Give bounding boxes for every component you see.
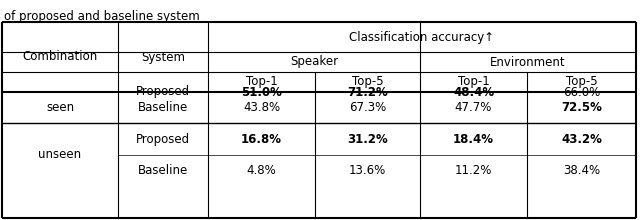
Text: 43.8%: 43.8% (243, 101, 280, 114)
Text: 31.2%: 31.2% (347, 133, 388, 146)
Text: Top-5: Top-5 (566, 75, 597, 88)
Text: 47.7%: 47.7% (455, 101, 492, 114)
Text: of proposed and baseline system: of proposed and baseline system (4, 10, 200, 23)
Text: Environment: Environment (490, 55, 566, 68)
Text: 16.8%: 16.8% (241, 133, 282, 146)
Text: Classification accuracy↑: Classification accuracy↑ (349, 31, 495, 44)
Text: System: System (141, 51, 185, 64)
Text: 51.0%: 51.0% (241, 86, 282, 99)
Text: Top-1: Top-1 (458, 75, 490, 88)
Text: 66.0%: 66.0% (563, 86, 600, 99)
Text: Top-1: Top-1 (246, 75, 277, 88)
Text: 11.2%: 11.2% (455, 164, 492, 177)
Text: 13.6%: 13.6% (349, 164, 386, 177)
Text: 4.8%: 4.8% (246, 164, 276, 177)
Text: Proposed: Proposed (136, 86, 190, 99)
Text: unseen: unseen (38, 148, 81, 161)
Text: 71.2%: 71.2% (347, 86, 388, 99)
Text: seen: seen (46, 101, 74, 114)
Text: Combination: Combination (22, 51, 98, 64)
Text: Baseline: Baseline (138, 164, 188, 177)
Text: 72.5%: 72.5% (561, 101, 602, 114)
Text: 18.4%: 18.4% (453, 133, 494, 146)
Text: 67.3%: 67.3% (349, 101, 386, 114)
Text: 43.2%: 43.2% (561, 133, 602, 146)
Text: Baseline: Baseline (138, 101, 188, 114)
Text: 48.4%: 48.4% (453, 86, 494, 99)
Text: Speaker: Speaker (290, 55, 338, 68)
Text: 38.4%: 38.4% (563, 164, 600, 177)
Text: Top-5: Top-5 (352, 75, 383, 88)
Text: Proposed: Proposed (136, 133, 190, 146)
